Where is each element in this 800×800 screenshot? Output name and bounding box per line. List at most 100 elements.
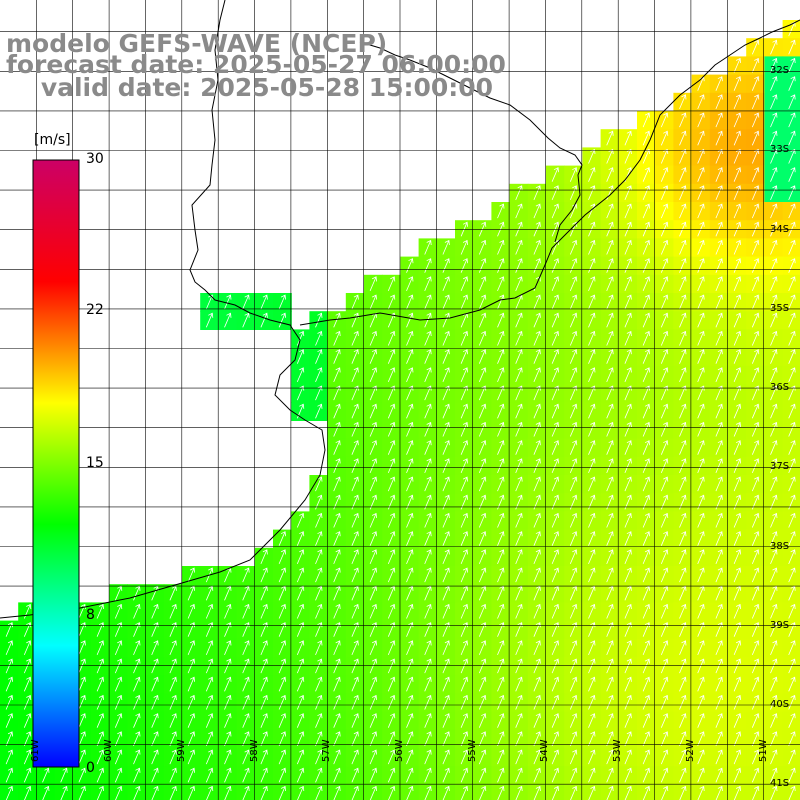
wind-arrow: [260, 294, 268, 310]
wind-arrow: [733, 76, 741, 91]
wind-arrow: [278, 531, 286, 546]
wind-arrow: [187, 767, 195, 783]
wind-arrow: [260, 549, 268, 565]
wind-arrow: [642, 385, 650, 401]
wind-arrow: [551, 421, 559, 437]
wind-arrow: [751, 130, 760, 146]
wind-arrow: [333, 658, 341, 674]
wind-arrow: [533, 640, 541, 656]
wind-arrow: [606, 676, 614, 692]
wind-arrow: [679, 512, 687, 528]
wind-arrow: [497, 713, 505, 728]
wind-arrow: [515, 640, 523, 656]
wind-arrow: [697, 531, 705, 546]
wind-arrow: [733, 603, 741, 619]
wind-arrow: [260, 767, 268, 783]
wind-cell: [782, 784, 800, 800]
wind-arrow: [770, 330, 778, 346]
wind-arrow: [624, 458, 632, 474]
wind-arrow: [205, 694, 214, 710]
wind-arrow: [679, 185, 687, 201]
title-line-2: forecast date: 2025-05-27 06:00:00: [6, 50, 506, 79]
wind-arrow: [660, 767, 669, 783]
wind-arrow: [642, 312, 650, 328]
wind-arrow: [497, 239, 505, 255]
wind-arrow: [788, 731, 796, 747]
lat-label: 41S: [770, 778, 790, 789]
wind-arrow: [442, 385, 450, 401]
wind-arrow: [515, 567, 523, 583]
wind-arrow: [570, 785, 578, 800]
wind-arrow: [551, 603, 559, 619]
wind-arrow: [42, 785, 50, 800]
wind-arrow: [387, 640, 396, 656]
wind-arrow: [697, 239, 705, 255]
wind-arrow: [697, 749, 705, 765]
wind-arrow: [114, 640, 123, 656]
wind-arrow: [515, 185, 523, 201]
wind-arrow: [515, 239, 523, 255]
wind-arrow: [533, 440, 541, 455]
wind-arrow: [460, 603, 468, 619]
wind-arrow: [387, 276, 396, 292]
wind-arrow: [151, 676, 159, 692]
wind-arrow: [588, 694, 596, 710]
wind-arrow: [333, 731, 341, 747]
wind-arrow: [351, 785, 359, 800]
wind-arrow: [478, 276, 487, 292]
wind-arrow: [733, 312, 741, 328]
wind-arrow: [660, 676, 669, 692]
wind-arrow: [569, 713, 578, 728]
wind-arrow: [569, 749, 578, 765]
wind-arrow: [242, 676, 250, 692]
wind-arrow: [333, 385, 341, 401]
wind-arrow: [460, 512, 468, 528]
wind-arrow: [770, 94, 778, 110]
wind-arrow: [442, 258, 450, 273]
wind-arrow: [478, 549, 487, 565]
wind-arrow: [187, 731, 195, 747]
wind-arrow: [660, 203, 669, 219]
wind-arrow: [151, 785, 159, 800]
wind-arrow: [624, 312, 632, 328]
wind-arrow: [660, 130, 669, 146]
wind-arrow: [788, 767, 796, 783]
wind-arrow: [424, 785, 432, 800]
wind-arrow: [424, 421, 432, 437]
wind-arrow: [551, 367, 559, 383]
wind-arrow: [588, 148, 596, 164]
wind-arrow: [569, 549, 578, 565]
wind-arrow: [751, 403, 760, 419]
wind-arrow: [679, 458, 687, 474]
wind-arrow: [205, 713, 214, 728]
wind-arrow: [442, 713, 450, 728]
wind-arrow: [733, 367, 741, 383]
wind-arrow: [406, 276, 414, 292]
wind-arrow: [679, 258, 687, 273]
wind-arrow: [497, 203, 505, 219]
wind-arrow: [5, 731, 13, 747]
wind-arrow: [551, 294, 559, 310]
wind-arrow: [751, 239, 760, 255]
wind-arrow: [770, 549, 778, 565]
wind-arrow: [606, 785, 614, 800]
wind-arrow: [606, 239, 614, 255]
wind-arrow: [406, 349, 414, 364]
wind-arrow: [770, 203, 778, 219]
wind-arrow: [169, 749, 177, 765]
wind-arrow: [588, 349, 596, 364]
wind-arrow: [497, 330, 505, 346]
wind-arrow: [351, 349, 359, 364]
coastline: [0, 0, 800, 619]
lon-label: 60W: [103, 739, 114, 762]
wind-arrow: [569, 385, 578, 401]
wind-arrow: [114, 603, 123, 619]
wind-arrow: [569, 239, 578, 255]
lat-label: 39S: [770, 620, 790, 631]
wind-arrow: [478, 239, 487, 255]
wind-arrow: [387, 294, 396, 310]
wind-arrow: [679, 167, 687, 182]
wind-arrow: [424, 458, 432, 474]
lat-label: 32S: [770, 65, 790, 76]
wind-arrow: [697, 148, 705, 164]
